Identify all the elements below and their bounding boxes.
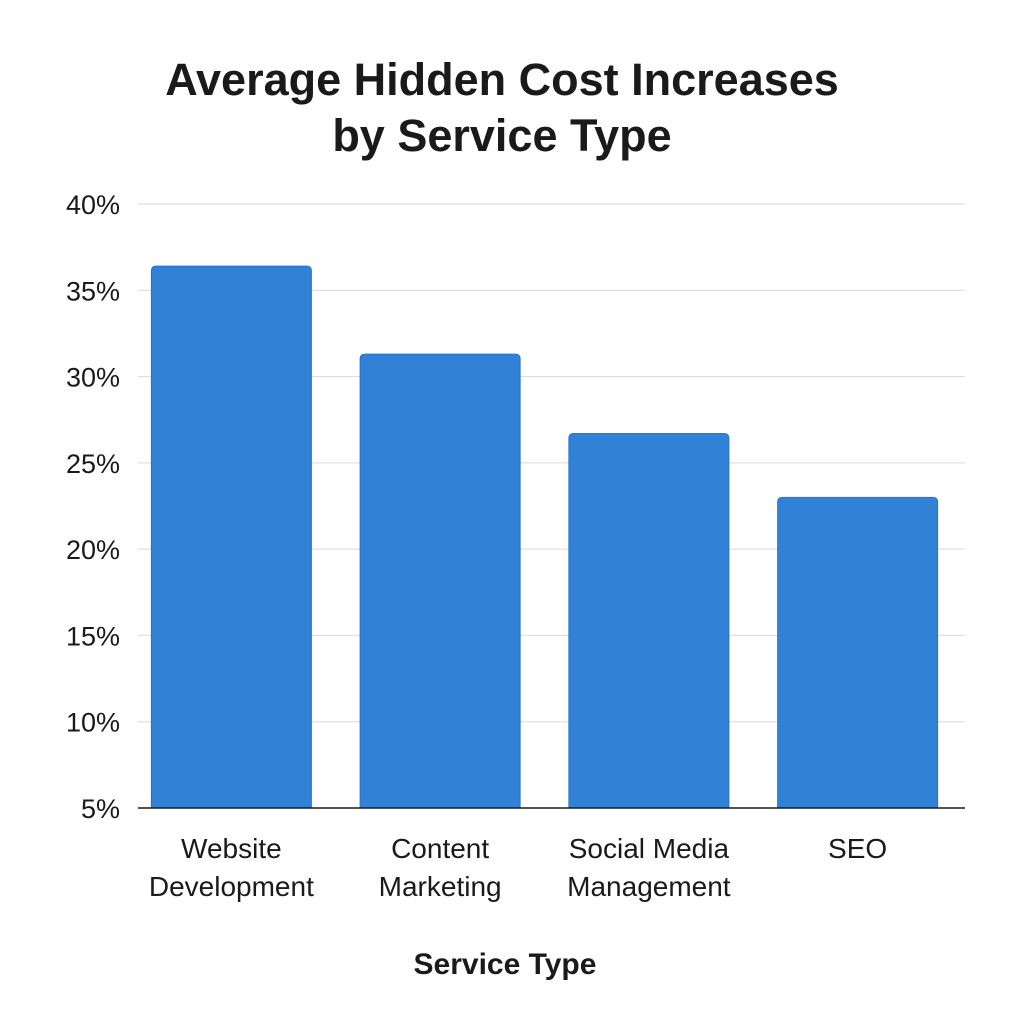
y-tick-label: 30% <box>66 363 120 393</box>
chart-title: Average Hidden Cost Increases by Service… <box>0 52 1004 164</box>
bar <box>568 433 730 809</box>
bar <box>150 265 312 809</box>
x-tick-label: Development <box>149 871 314 902</box>
x-axis-label: Service Type <box>414 948 597 981</box>
x-tick-label: Management <box>567 871 731 902</box>
y-tick-label: 20% <box>66 535 120 565</box>
bar <box>777 496 939 809</box>
y-tick-label: 15% <box>66 621 120 651</box>
x-tick-label: Marketing <box>379 871 502 902</box>
y-tick-label: 10% <box>66 708 120 738</box>
chart-title-line-2: by Service Type <box>332 110 672 161</box>
x-tick-label: Content <box>391 833 489 864</box>
x-tick-label: SEO <box>828 833 887 864</box>
y-tick-label: 25% <box>66 449 120 479</box>
y-tick-label: 40% <box>66 190 120 220</box>
x-tick-label: Social Media <box>569 833 730 864</box>
bar <box>359 353 521 809</box>
chart-title-line-1: Average Hidden Cost Increases <box>165 54 839 105</box>
y-tick-label: 35% <box>66 276 120 306</box>
y-tick-label: 5% <box>81 794 120 824</box>
x-tick-label: Website <box>181 833 282 864</box>
